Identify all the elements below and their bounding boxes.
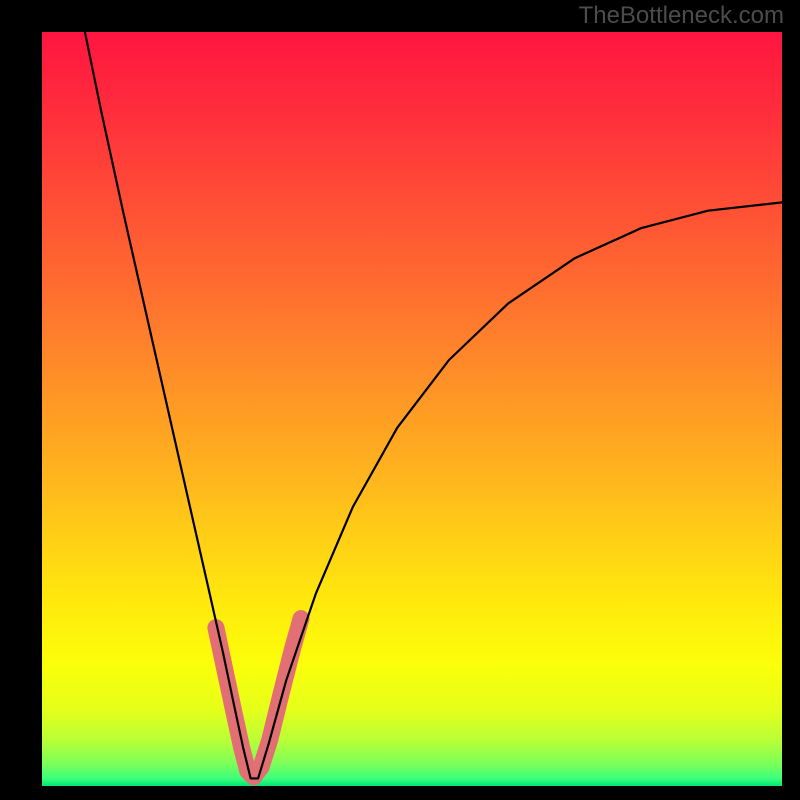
highlight-segment	[216, 619, 301, 777]
chart-stage: TheBottleneck.com	[0, 0, 800, 800]
bottleneck-curve	[42, 32, 782, 786]
watermark-text: TheBottleneck.com	[579, 2, 784, 30]
plot-area	[42, 32, 782, 786]
curve-line	[85, 32, 782, 778]
